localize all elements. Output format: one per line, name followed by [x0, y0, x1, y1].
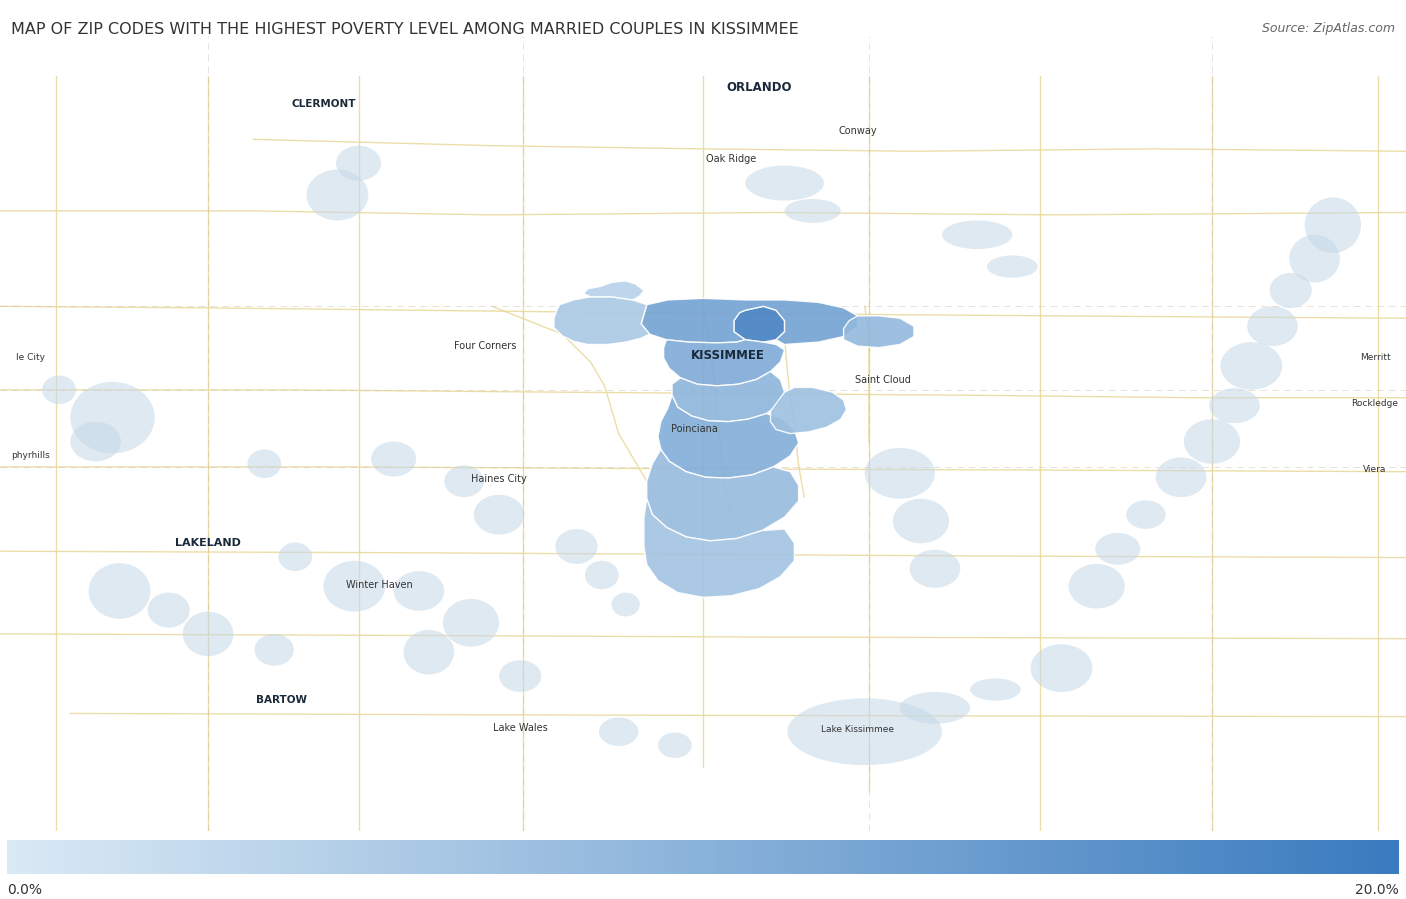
Text: KISSIMMEE: KISSIMMEE	[692, 349, 765, 362]
Ellipse shape	[1270, 273, 1312, 307]
Text: Lake Wales: Lake Wales	[494, 723, 547, 733]
Ellipse shape	[499, 660, 541, 692]
Ellipse shape	[1247, 307, 1298, 346]
Ellipse shape	[1095, 533, 1140, 565]
Ellipse shape	[70, 382, 155, 453]
Text: Lake Kissimmee: Lake Kissimmee	[821, 725, 894, 734]
Text: 20.0%: 20.0%	[1355, 883, 1399, 897]
Ellipse shape	[745, 165, 824, 200]
Text: Viera: Viera	[1364, 465, 1386, 474]
Ellipse shape	[787, 699, 942, 765]
Polygon shape	[664, 340, 785, 386]
Text: Haines City: Haines City	[471, 474, 527, 484]
Polygon shape	[583, 280, 644, 300]
Ellipse shape	[336, 146, 381, 181]
Ellipse shape	[404, 630, 454, 674]
Polygon shape	[658, 396, 799, 478]
Ellipse shape	[183, 611, 233, 656]
Ellipse shape	[1220, 343, 1282, 390]
Text: Conway: Conway	[838, 127, 877, 137]
Ellipse shape	[585, 561, 619, 590]
Polygon shape	[641, 298, 858, 344]
Ellipse shape	[785, 199, 841, 223]
Text: Merritt: Merritt	[1360, 353, 1391, 362]
Ellipse shape	[910, 549, 960, 588]
Text: 0.0%: 0.0%	[7, 883, 42, 897]
Ellipse shape	[254, 634, 294, 666]
Polygon shape	[554, 297, 650, 344]
Text: ORLANDO: ORLANDO	[727, 81, 792, 94]
Ellipse shape	[942, 220, 1012, 249]
Ellipse shape	[1209, 388, 1260, 423]
Ellipse shape	[70, 422, 121, 461]
Ellipse shape	[474, 494, 524, 535]
Ellipse shape	[394, 571, 444, 610]
Ellipse shape	[555, 529, 598, 564]
Ellipse shape	[247, 450, 281, 478]
Text: Poinciana: Poinciana	[671, 423, 718, 433]
Text: Rockledge: Rockledge	[1351, 399, 1399, 408]
Text: BARTOW: BARTOW	[256, 695, 307, 705]
Ellipse shape	[865, 448, 935, 499]
Text: Source: ZipAtlas.com: Source: ZipAtlas.com	[1261, 22, 1395, 35]
Ellipse shape	[444, 466, 484, 497]
Text: Four Corners: Four Corners	[454, 341, 516, 352]
Ellipse shape	[970, 679, 1021, 700]
Ellipse shape	[278, 542, 312, 571]
Polygon shape	[770, 387, 846, 433]
Ellipse shape	[987, 255, 1038, 278]
Ellipse shape	[1031, 645, 1092, 692]
Ellipse shape	[893, 499, 949, 543]
Ellipse shape	[1289, 235, 1340, 282]
Ellipse shape	[323, 561, 385, 611]
Polygon shape	[644, 499, 794, 597]
Ellipse shape	[1126, 501, 1166, 529]
Ellipse shape	[658, 733, 692, 758]
Ellipse shape	[89, 563, 150, 619]
Ellipse shape	[1184, 419, 1240, 464]
Text: Winter Haven: Winter Haven	[346, 580, 413, 590]
Ellipse shape	[371, 441, 416, 476]
Polygon shape	[734, 307, 785, 343]
Text: CLERMONT: CLERMONT	[291, 99, 356, 109]
Polygon shape	[647, 450, 799, 541]
Text: le City: le City	[17, 353, 45, 362]
Polygon shape	[844, 316, 914, 348]
Polygon shape	[672, 371, 785, 422]
Text: LAKELAND: LAKELAND	[176, 539, 240, 548]
Ellipse shape	[148, 592, 190, 628]
Ellipse shape	[307, 170, 368, 220]
Text: Oak Ridge: Oak Ridge	[706, 155, 756, 165]
Text: Saint Cloud: Saint Cloud	[855, 375, 911, 386]
Ellipse shape	[443, 599, 499, 646]
Ellipse shape	[1305, 198, 1361, 253]
Ellipse shape	[1069, 564, 1125, 609]
Ellipse shape	[900, 692, 970, 724]
Text: phyrhills: phyrhills	[11, 451, 51, 460]
Ellipse shape	[599, 717, 638, 746]
Text: MAP OF ZIP CODES WITH THE HIGHEST POVERTY LEVEL AMONG MARRIED COUPLES IN KISSIMM: MAP OF ZIP CODES WITH THE HIGHEST POVERT…	[11, 22, 799, 38]
Ellipse shape	[42, 376, 76, 405]
Ellipse shape	[1156, 458, 1206, 497]
Ellipse shape	[612, 592, 640, 617]
